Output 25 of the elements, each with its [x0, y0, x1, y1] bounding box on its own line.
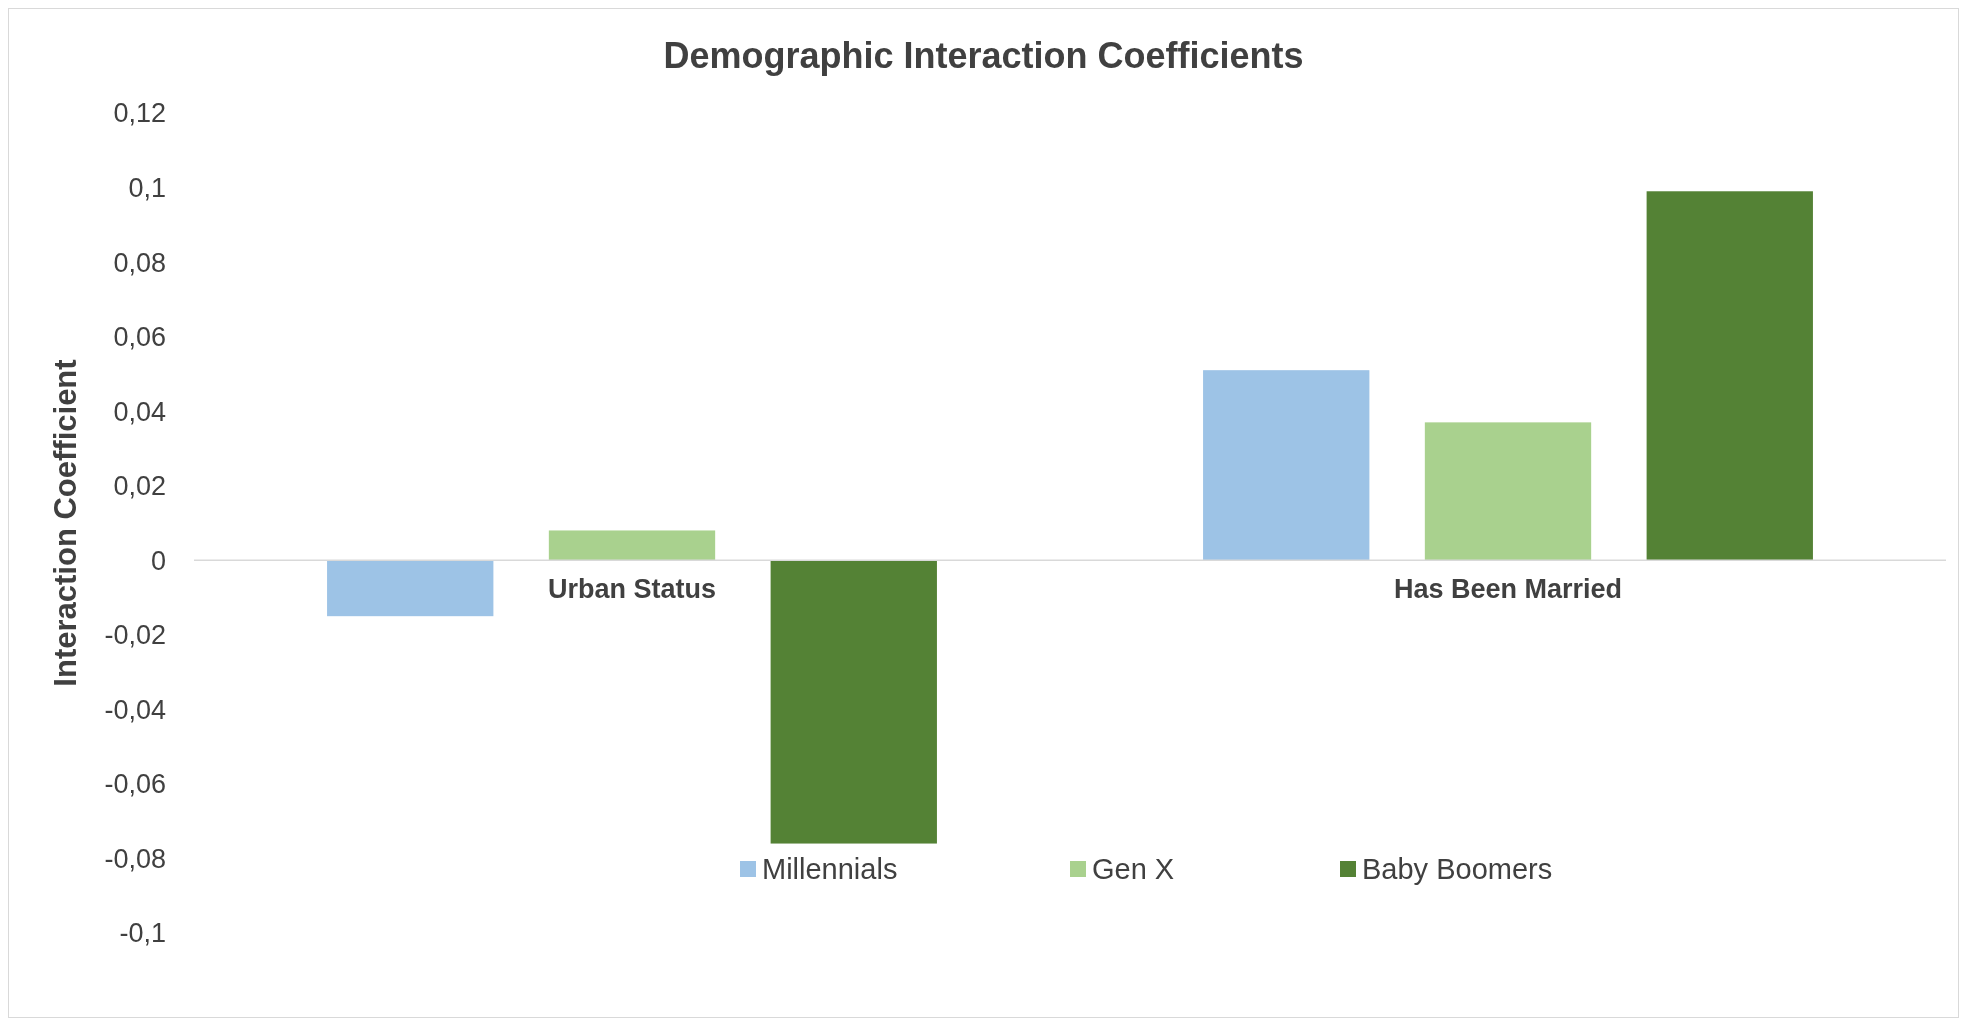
bar: [1424, 422, 1592, 561]
legend-label: Baby Boomers: [1362, 853, 1553, 886]
y-tick-label: -0,08: [104, 843, 166, 874]
y-tick-label: 0,12: [113, 98, 166, 129]
bar: [1646, 191, 1813, 561]
y-tick-label: -0,04: [104, 694, 166, 725]
y-tick-label: 0,02: [113, 471, 166, 502]
y-tick-label: -0,06: [104, 769, 166, 800]
legend-label: Millennials: [762, 853, 898, 886]
y-tick-label: -0,1: [119, 918, 166, 949]
x-tick-label: Urban Status: [547, 574, 717, 605]
bar: [1203, 370, 1370, 561]
y-tick-label: 0,06: [113, 322, 166, 353]
x-tick-label: Has Been Married: [1393, 574, 1623, 605]
y-tick-label: 0,1: [128, 173, 166, 203]
bar: [548, 530, 716, 561]
y-tick-label: 0: [150, 545, 166, 576]
y-tick-label: -0,02: [104, 620, 166, 651]
y-tick-label: 0,08: [113, 247, 166, 278]
bar: [327, 560, 494, 617]
bar: [770, 560, 937, 844]
legend-label: Gen X: [1092, 853, 1175, 886]
chart-title: Demographic Interaction Coefficients: [663, 35, 1304, 76]
y-axis-title: Interaction Coefficient: [48, 359, 83, 687]
y-tick-label: 0,04: [113, 396, 166, 427]
